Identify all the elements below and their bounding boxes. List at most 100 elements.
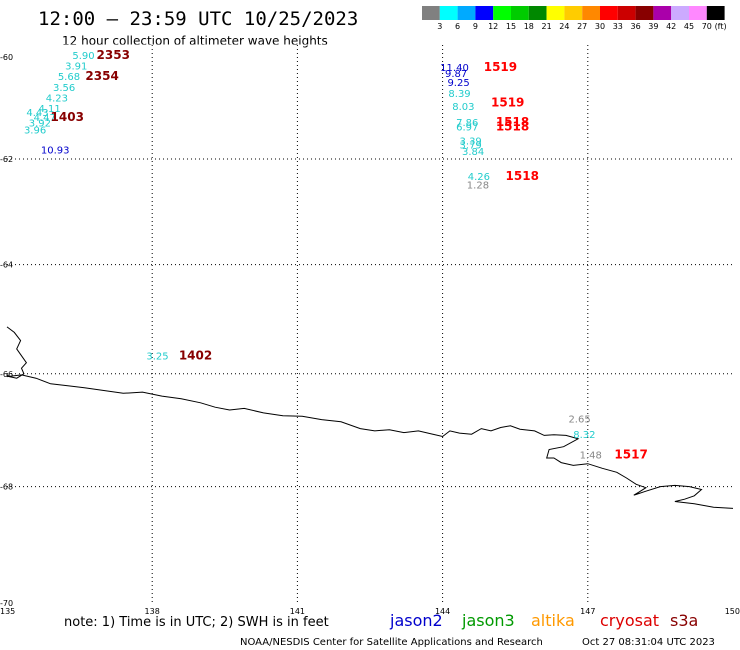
lon-tick-label: 147 bbox=[580, 607, 595, 616]
legend-swatch bbox=[493, 6, 511, 20]
legend-swatch bbox=[546, 6, 565, 20]
wave-height-label: 3.84 bbox=[462, 147, 484, 158]
legend-swatch bbox=[617, 6, 636, 20]
legend-swatch bbox=[528, 6, 547, 20]
legend-swatch bbox=[422, 6, 440, 20]
time-label: 1517 bbox=[614, 448, 647, 462]
wave-height-label: 7.86 bbox=[456, 118, 478, 129]
legend-label: 39 bbox=[648, 22, 658, 31]
legend-swatch bbox=[706, 6, 725, 20]
legend-swatch bbox=[653, 6, 672, 20]
legend-label: 15 bbox=[506, 22, 516, 31]
time-label: 2354 bbox=[85, 69, 118, 83]
legend-swatch bbox=[511, 6, 529, 20]
wave-height-label: 10.93 bbox=[41, 145, 70, 156]
wave-height-label: 3.92 bbox=[29, 118, 51, 129]
lat-lon-grid bbox=[7, 45, 733, 603]
legend-label: 27 bbox=[577, 22, 587, 31]
legend-label: 24 bbox=[559, 22, 569, 31]
legend-swatch bbox=[439, 6, 458, 20]
satellite-s3a: s3a bbox=[670, 611, 698, 630]
wave-height-label: 3.56 bbox=[53, 83, 75, 94]
lat-tick-label: -66 bbox=[0, 370, 13, 379]
time-label: 1519 bbox=[484, 60, 517, 74]
wave-height-label: 5.90 bbox=[72, 51, 94, 62]
lon-tick-label: 138 bbox=[145, 607, 160, 616]
lat-tick-label: -68 bbox=[0, 483, 13, 492]
wave-height-label: 8.32 bbox=[573, 430, 595, 441]
wave-height-label: 4.26 bbox=[468, 172, 490, 183]
page-title: 12:00 – 23:59 UTC 10/25/2023 bbox=[38, 8, 358, 30]
legend-label: 3 bbox=[437, 22, 442, 31]
satellite-legend: jason2 jason3 altika cryosat s3a bbox=[389, 611, 698, 630]
coastline-segment bbox=[6, 326, 28, 379]
footer-timestamp: Oct 27 08:31:04 UTC 2023 bbox=[582, 637, 715, 648]
wave-height-label: 2.65 bbox=[568, 414, 590, 425]
legend-label: 12 bbox=[488, 22, 498, 31]
legend-swatch bbox=[475, 6, 494, 20]
wave-height-label: 1.48 bbox=[580, 451, 602, 462]
lat-tick-label: -60 bbox=[0, 53, 13, 62]
lon-tick-label: 144 bbox=[435, 607, 450, 616]
legend-label: 18 bbox=[524, 22, 534, 31]
satellite-altika: altika bbox=[531, 611, 575, 630]
legend-swatch bbox=[564, 6, 583, 20]
plot-frame bbox=[6, 44, 734, 604]
legend-swatch bbox=[635, 6, 654, 20]
wave-height-label: 4.11 bbox=[38, 104, 60, 115]
satellite-cryosat: cryosat bbox=[600, 611, 659, 630]
legend-label: 33 bbox=[613, 22, 623, 31]
legend-swatch bbox=[457, 6, 476, 20]
footer-note: note: 1) Time is in UTC; 2) SWH is in fe… bbox=[64, 615, 329, 630]
wave-height-label: 3.96 bbox=[24, 126, 46, 137]
footer-credit: NOAA/NESDIS Center for Satellite Applica… bbox=[240, 637, 543, 648]
legend-label: 6 bbox=[455, 22, 460, 31]
legend-label: 70 bbox=[702, 22, 712, 31]
time-label: 1402 bbox=[179, 348, 212, 362]
wave-height-label: 5.68 bbox=[58, 72, 80, 83]
legend-label: 21 bbox=[542, 22, 552, 31]
lat-tick-label: -64 bbox=[0, 261, 13, 270]
wave-height-label: 3.25 bbox=[146, 351, 168, 362]
page-subtitle: 12 hour collection of altimeter wave hei… bbox=[62, 34, 328, 48]
legend-swatch bbox=[689, 6, 707, 20]
wave-height-label: 6.97 bbox=[456, 123, 478, 134]
wave-height-label: 9.25 bbox=[447, 78, 469, 89]
lat-tick-label: -70 bbox=[0, 599, 13, 608]
wave-height-label: 9.87 bbox=[445, 69, 467, 80]
legend-swatch bbox=[582, 6, 600, 20]
time-label: 1518 bbox=[496, 115, 529, 129]
legend-label: 36 bbox=[631, 22, 641, 31]
coastline-segment bbox=[6, 374, 734, 509]
wave-height-label: 4.23 bbox=[46, 93, 68, 104]
lat-tick-label: -62 bbox=[0, 155, 13, 164]
legend-unit: (ft) bbox=[715, 22, 727, 31]
lon-tick-label: 135 bbox=[0, 607, 15, 616]
time-label: 1518 bbox=[496, 120, 529, 134]
color-scale-legend: 3 6 9 12 15 18 21 24 27 30 33 36 39 42 45 70 (ft) bbox=[422, 6, 727, 31]
satellite-jason2: jason2 bbox=[389, 611, 443, 630]
legend-label: 30 bbox=[595, 22, 605, 31]
wave-height-label: 8.03 bbox=[452, 102, 474, 113]
wave-height-label: 8.39 bbox=[448, 89, 470, 100]
legend-label: 45 bbox=[684, 22, 694, 31]
time-label: 1519 bbox=[491, 96, 524, 110]
wave-height-label: 1.28 bbox=[467, 181, 489, 192]
wave-height-label: 4.47 bbox=[34, 113, 56, 124]
coastline bbox=[6, 326, 734, 509]
time-label: 1518 bbox=[506, 169, 539, 183]
wave-height-label: 4.43 bbox=[26, 108, 48, 119]
legend-label: 42 bbox=[666, 22, 676, 31]
lon-tick-label: 141 bbox=[290, 607, 305, 616]
lon-tick-label: 150 bbox=[725, 607, 740, 616]
time-label: 2353 bbox=[97, 48, 130, 62]
legend-swatch bbox=[600, 6, 618, 20]
axis-labels: 135 138 141 144 147 150 -60 -62 -64 -66 -68 -70 bbox=[0, 53, 740, 616]
wave-height-label: 3.39 bbox=[460, 136, 482, 147]
satellite-jason3: jason3 bbox=[461, 611, 515, 630]
legend-label: 9 bbox=[473, 22, 478, 31]
wave-height-label: 3.79 bbox=[460, 141, 482, 152]
